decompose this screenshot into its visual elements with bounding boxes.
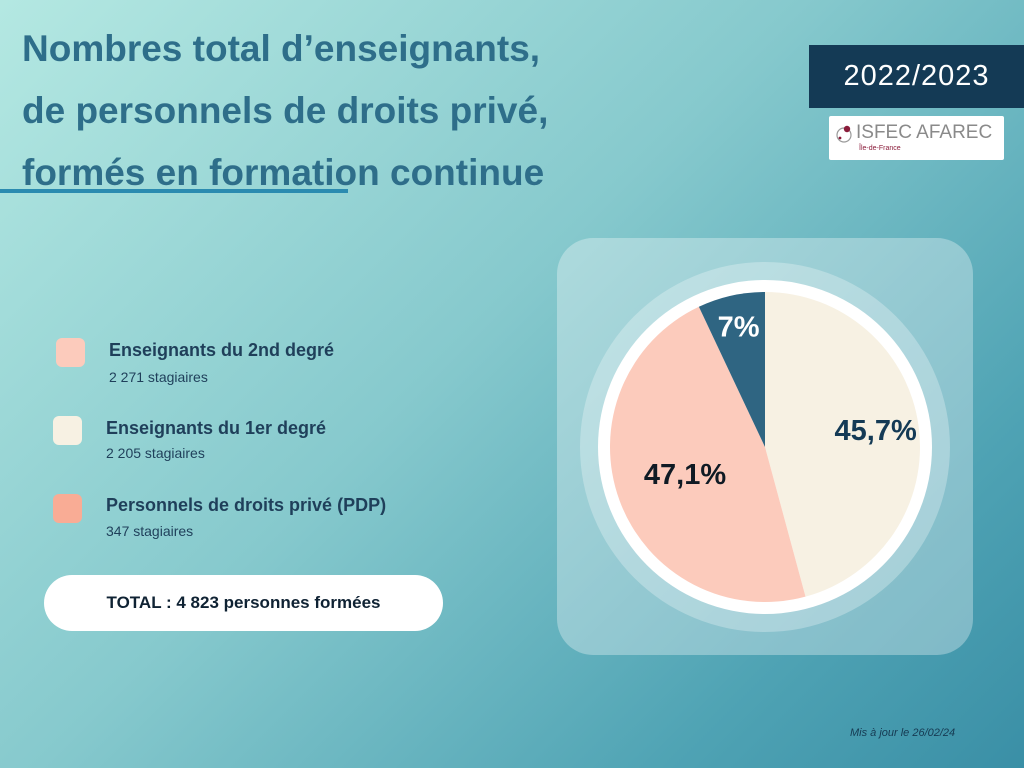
pie-slice xyxy=(698,292,765,447)
pie-slice-label: 45,7% xyxy=(835,415,917,447)
legend-swatch xyxy=(53,416,82,445)
pie-slice-label: 7% xyxy=(718,312,760,344)
title-line-2: de personnels de droits privé, xyxy=(22,90,549,131)
updated-date: Mis à jour le 26/02/24 xyxy=(850,727,956,739)
legend-label: Enseignants du 1er degré xyxy=(106,418,327,438)
logo-name: ISFEC AFAREC xyxy=(856,122,993,143)
title-underline xyxy=(0,189,348,193)
pie-slices xyxy=(610,292,920,602)
title-line-1: Nombres total d’enseignants, xyxy=(22,28,541,69)
legend-count: 347 stagiaires xyxy=(106,523,194,539)
pie-slice-label: 47,1% xyxy=(644,459,726,491)
legend-count: 2 271 stagiaires xyxy=(109,369,208,385)
pie-labels: 45,7% 47,1% 7% xyxy=(644,312,917,491)
page-title: Nombres total d’enseignants, de personne… xyxy=(22,18,622,204)
legend-swatch xyxy=(53,494,82,523)
year-badge: 2022/2023 xyxy=(809,45,1024,108)
pie-slice xyxy=(765,292,920,597)
title-line-3: formés en formation continue xyxy=(22,152,545,193)
isfec-afarec-logo: ISFEC AFAREC Île-de-France xyxy=(829,116,1004,160)
logo-subtitle: Île-de-France xyxy=(859,145,901,152)
pie-slice xyxy=(610,306,806,602)
legend-count: 2 205 stagiaires xyxy=(106,445,205,461)
logo-mark-icon xyxy=(836,125,852,143)
legend-label: Personnels de droits privé (PDP) xyxy=(106,495,387,515)
total-badge: TOTAL : 4 823 personnes formées xyxy=(44,575,443,631)
pie-chart: 45,7% 47,1% 7% xyxy=(580,262,950,632)
legend-swatch xyxy=(56,338,85,367)
legend-label: Enseignants du 2nd degré xyxy=(109,340,335,360)
